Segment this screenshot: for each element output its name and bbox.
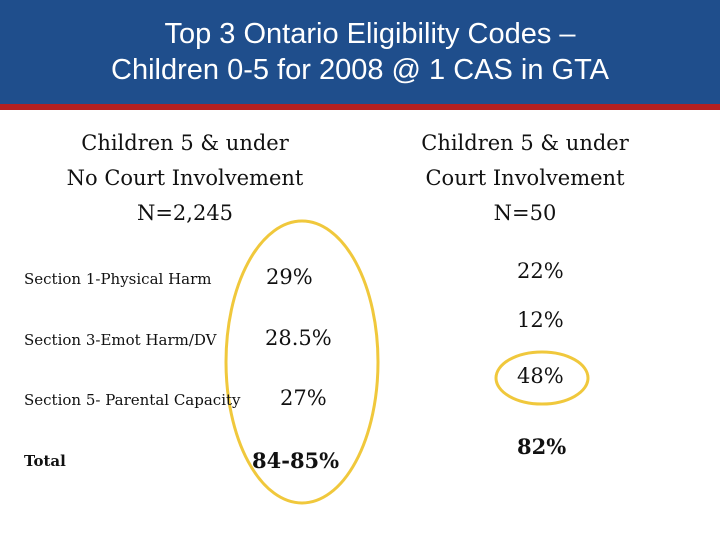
left-header-line-2: No Court Involvement xyxy=(66,166,304,190)
left-value-emot-harm: 28.5% xyxy=(265,326,332,350)
right-header-line-2: Court Involvement xyxy=(425,166,625,190)
left-header-line-3: N=2,245 xyxy=(136,201,234,225)
highlight-oval-left xyxy=(224,219,380,505)
title-line-2: Children 0-5 for 2008 @ 1 CAS in GTA xyxy=(111,54,609,86)
right-value-physical-harm: 22% xyxy=(517,259,564,283)
right-column-header: Children 5 & under Court Involvement N=5… xyxy=(390,126,660,231)
row-label-emot-harm: Section 3-Emot Harm/DV xyxy=(24,331,217,349)
left-value-parental-capacity: 27% xyxy=(280,386,327,410)
title-line-1: Top 3 Ontario Eligibility Codes – xyxy=(164,18,576,50)
title-bar xyxy=(0,0,720,110)
right-value-total: 82% xyxy=(517,434,567,459)
left-column-header: Children 5 & under No Court Involvement … xyxy=(40,126,330,231)
row-label-parental-capacity: Section 5- Parental Capacity xyxy=(24,391,241,409)
right-value-emot-harm: 12% xyxy=(517,308,564,332)
row-label-total: Total xyxy=(24,452,66,470)
row-label-physical-harm: Section 1-Physical Harm xyxy=(24,270,212,288)
right-value-parental-capacity: 48% xyxy=(517,364,564,388)
highlight-oval-right xyxy=(494,350,590,406)
right-header-line-1: Children 5 & under xyxy=(421,131,629,155)
left-value-total: 84-85% xyxy=(252,448,340,473)
right-header-line-3: N=50 xyxy=(493,201,557,225)
slide-title: Top 3 Ontario Eligibility Codes – Childr… xyxy=(0,0,720,104)
left-header-line-1: Children 5 & under xyxy=(81,131,289,155)
left-value-physical-harm: 29% xyxy=(266,265,313,289)
